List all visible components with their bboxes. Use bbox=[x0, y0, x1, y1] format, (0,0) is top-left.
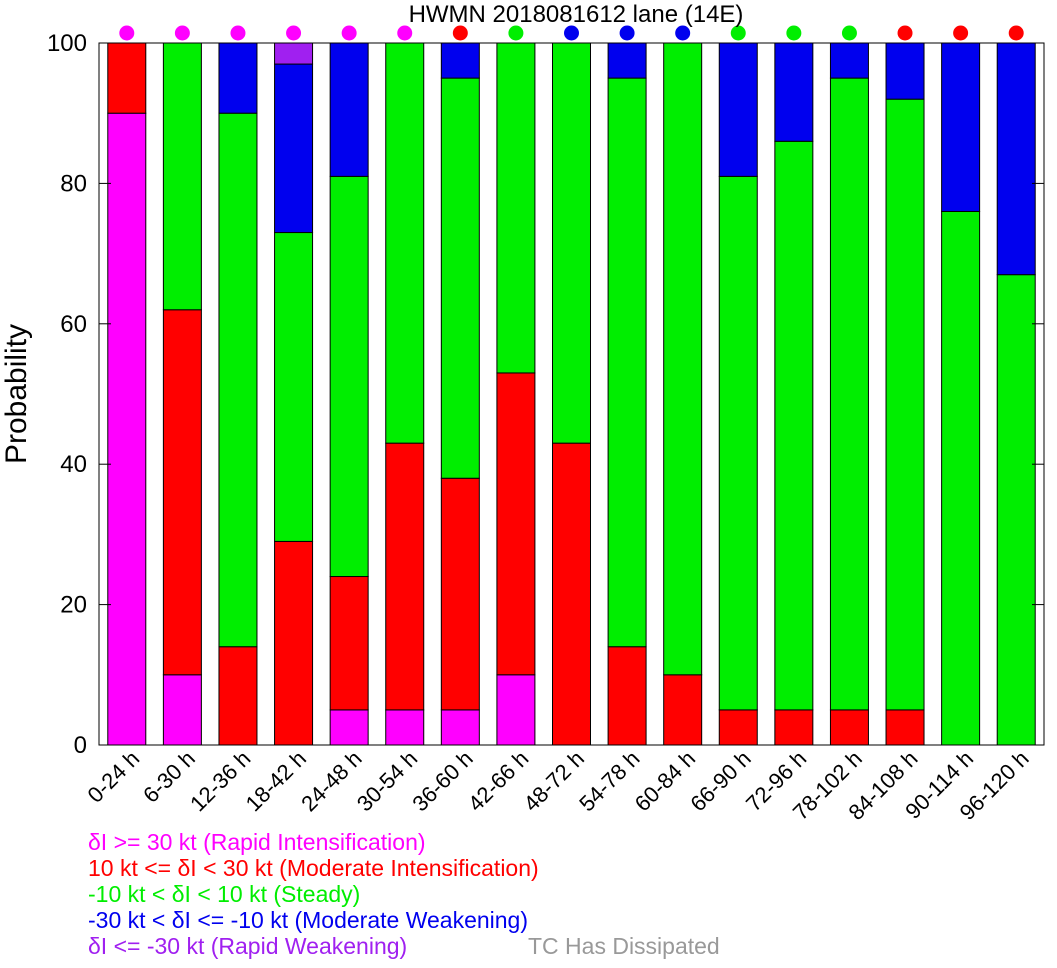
bar-segment-st-7 bbox=[496, 42, 536, 374]
bar-segment-mw-16 bbox=[996, 42, 1036, 276]
bar-segment-st-5 bbox=[385, 42, 425, 444]
legend-entry-3: -30 kt < δI <= -10 kt (Moderate Weakenin… bbox=[88, 907, 528, 933]
top-markers-layer bbox=[119, 25, 1024, 41]
bar-segment-st-4 bbox=[329, 175, 369, 578]
bar-segment-mw-3 bbox=[274, 63, 314, 234]
top-marker-7 bbox=[508, 25, 524, 41]
plot-frame bbox=[98, 42, 1045, 746]
bar-segment-st-3 bbox=[274, 232, 314, 542]
bar-segment-mi-3 bbox=[274, 540, 314, 746]
x-tick-label-4: 24-48 h bbox=[296, 746, 366, 816]
x-tick-label-9: 54-78 h bbox=[574, 746, 644, 816]
legend-entry-1: 10 kt <= δI < 30 kt (Moderate Intensific… bbox=[88, 855, 539, 881]
legend-entry-4: δI <= -30 kt (Rapid Weakening) bbox=[88, 933, 407, 959]
top-marker-13 bbox=[841, 25, 857, 41]
x-tick-label-8: 48-72 h bbox=[519, 746, 589, 816]
bar-segment-mi-1 bbox=[162, 309, 202, 676]
top-marker-10 bbox=[675, 25, 691, 41]
x-tick-label-6: 36-60 h bbox=[407, 746, 477, 816]
bar-segment-ri-0 bbox=[107, 112, 147, 746]
bar-segment-st-10 bbox=[663, 42, 703, 676]
top-marker-1 bbox=[174, 25, 190, 41]
bar-segment-st-9 bbox=[607, 77, 647, 648]
top-marker-3 bbox=[286, 25, 302, 41]
bars-layer bbox=[107, 42, 1036, 746]
chart-title: HWMN 2018081612 lane (14E) bbox=[409, 1, 744, 28]
legend: δI >= 30 kt (Rapid Intensification)10 kt… bbox=[88, 829, 720, 959]
top-marker-14 bbox=[897, 25, 913, 41]
top-marker-9 bbox=[619, 25, 635, 41]
bar-segment-ri-1 bbox=[162, 674, 202, 746]
bar-segment-mi-7 bbox=[496, 372, 536, 676]
bar-segment-mi-8 bbox=[552, 442, 591, 746]
bar-segment-st-6 bbox=[440, 77, 480, 479]
bar-segment-st-8 bbox=[552, 42, 591, 444]
top-marker-5 bbox=[397, 25, 413, 41]
bar-segment-mw-15 bbox=[941, 42, 981, 212]
bar-segment-mw-14 bbox=[885, 42, 925, 100]
y-tick-label-4: 80 bbox=[60, 170, 87, 197]
bar-segment-st-12 bbox=[774, 140, 814, 711]
y-tick-label-5: 100 bbox=[47, 30, 87, 57]
y-tick-label-1: 20 bbox=[60, 592, 87, 619]
bar-segment-mi-13 bbox=[829, 709, 869, 746]
y-tick-label-2: 40 bbox=[60, 451, 87, 478]
x-tick-label-11: 66-90 h bbox=[685, 746, 755, 816]
x-tick-label-7: 42-66 h bbox=[463, 746, 533, 816]
bar-segment-mi-0 bbox=[107, 42, 147, 114]
x-tick-label-3: 18-42 h bbox=[241, 746, 311, 816]
bar-segment-mw-4 bbox=[329, 42, 369, 177]
bar-segment-mw-11 bbox=[718, 42, 758, 177]
y-axis-label: Probability bbox=[0, 324, 33, 464]
bar-segment-ri-4 bbox=[329, 709, 369, 746]
top-marker-2 bbox=[230, 25, 246, 41]
x-tick-label-0: 0-24 h bbox=[83, 746, 145, 808]
bar-segment-mi-5 bbox=[385, 442, 425, 711]
bar-segment-st-2 bbox=[218, 112, 258, 648]
bar-segment-mw-2 bbox=[218, 42, 258, 114]
x-tick-label-2: 12-36 h bbox=[185, 746, 255, 816]
bar-segment-st-1 bbox=[162, 42, 202, 311]
x-tick-labels: 0-24 h6-30 h12-36 h18-42 h24-48 h30-54 h… bbox=[83, 746, 1034, 825]
bar-segment-mw-6 bbox=[440, 42, 480, 79]
y-tick-label-3: 60 bbox=[60, 311, 87, 338]
top-marker-11 bbox=[730, 25, 746, 41]
bar-segment-ri-6 bbox=[440, 709, 480, 746]
bar-segment-mw-9 bbox=[607, 42, 647, 79]
legend-dissipated: TC Has Dissipated bbox=[528, 933, 720, 959]
bar-segment-rw-3 bbox=[274, 42, 314, 65]
bar-segment-st-14 bbox=[885, 98, 925, 711]
top-marker-15 bbox=[953, 25, 969, 41]
x-tick-label-5: 30-54 h bbox=[352, 746, 422, 816]
top-marker-0 bbox=[119, 25, 135, 41]
bar-segment-mi-14 bbox=[885, 709, 925, 746]
bar-segment-ri-5 bbox=[385, 709, 425, 746]
x-tick-label-10: 60-84 h bbox=[630, 746, 700, 816]
bar-segment-st-16 bbox=[996, 274, 1036, 746]
bar-segment-mi-2 bbox=[218, 646, 258, 746]
bar-segment-mw-13 bbox=[829, 42, 869, 79]
bar-segment-mi-4 bbox=[329, 576, 369, 711]
bar-segment-mw-12 bbox=[774, 42, 814, 142]
top-marker-8 bbox=[564, 25, 579, 41]
bar-segment-mi-10 bbox=[663, 674, 703, 746]
axes-layer: 0 20 40 60 80 100 bbox=[47, 30, 1045, 759]
bar-segment-mi-12 bbox=[774, 709, 814, 746]
legend-entry-2: -10 kt < δI < 10 kt (Steady) bbox=[88, 881, 360, 907]
top-marker-12 bbox=[786, 25, 802, 41]
top-marker-6 bbox=[452, 25, 468, 41]
bar-segment-st-11 bbox=[718, 175, 758, 711]
bar-segment-ri-7 bbox=[496, 674, 536, 746]
bar-segment-st-15 bbox=[941, 210, 981, 746]
top-marker-16 bbox=[1008, 25, 1024, 41]
top-marker-4 bbox=[341, 25, 357, 41]
legend-entry-0: δI >= 30 kt (Rapid Intensification) bbox=[88, 829, 426, 855]
bar-segment-mi-11 bbox=[718, 709, 758, 746]
bar-segment-mi-6 bbox=[440, 477, 480, 711]
bar-segment-st-13 bbox=[829, 77, 869, 711]
bar-segment-mi-9 bbox=[607, 646, 647, 746]
y-tick-label-0: 0 bbox=[74, 732, 87, 759]
